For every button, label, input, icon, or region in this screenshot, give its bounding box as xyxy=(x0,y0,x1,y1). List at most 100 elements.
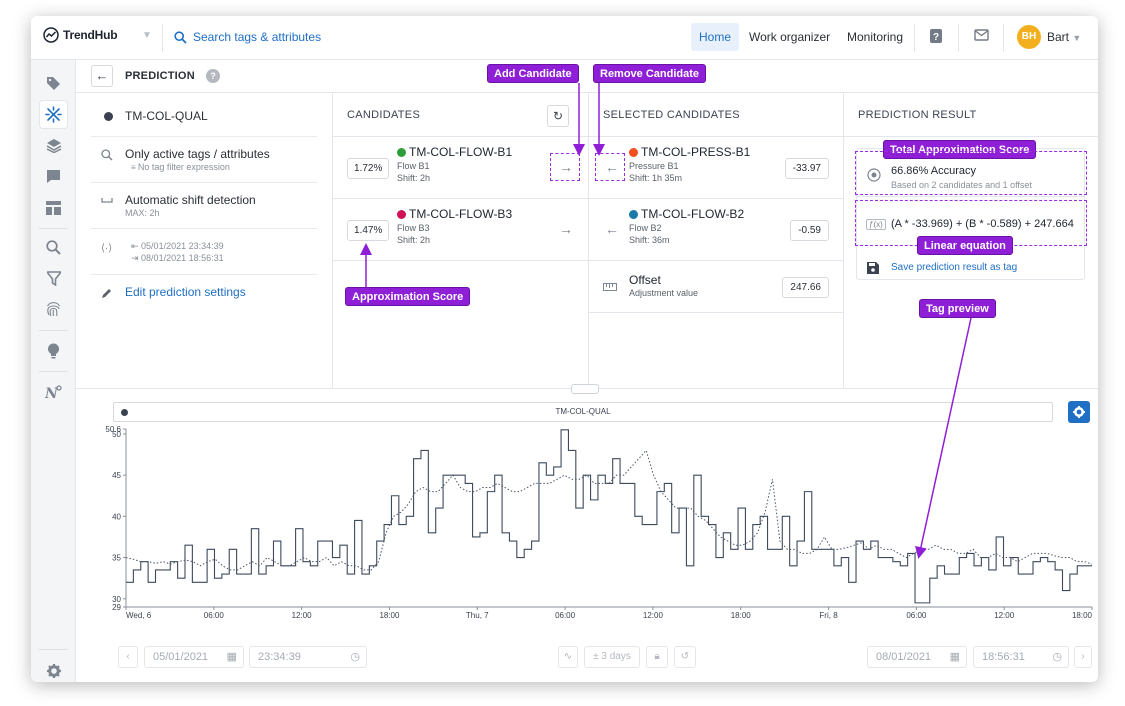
prediction-result-panel: PREDICTION RESULT 66.86% Accuracy Based … xyxy=(843,93,1098,388)
chart-type-button[interactable]: ∿ xyxy=(558,646,578,668)
refresh-button[interactable]: ↻ xyxy=(547,105,569,127)
time-span-button[interactable]: ± 3 days xyxy=(584,646,640,668)
filter-expression: ≡ No tag filter expression xyxy=(131,162,230,172)
prediction-icon xyxy=(45,106,62,123)
selected-candidates-title: SELECTED CANDIDATES xyxy=(603,109,740,121)
end-time-input[interactable]: 18:56:31 ◷ xyxy=(973,646,1069,668)
start-date-input[interactable]: 05/01/2021 ▦ xyxy=(144,646,244,668)
mail-icon[interactable] xyxy=(974,28,989,42)
user-menu[interactable]: Bart ▼ xyxy=(1047,30,1081,44)
selected-description: Flow B2 xyxy=(629,223,662,233)
prediction-settings-panel: TM-COL-QUAL Only active tags / attribute… xyxy=(76,93,332,388)
target-tag-row[interactable]: TM-COL-QUAL xyxy=(91,93,317,137)
coefficient-input[interactable]: -0.59 xyxy=(790,220,829,241)
candidates-title: CANDIDATES xyxy=(347,109,421,121)
sidebar-item-fingerprint[interactable] xyxy=(40,296,67,323)
approximation-score: 1.47% xyxy=(347,220,390,241)
range-start: ⇤ 05/01/2021 23:34:39 xyxy=(131,241,224,252)
chevron-down-icon[interactable]: ▼ xyxy=(142,30,152,41)
help-icon[interactable]: ? xyxy=(206,69,220,83)
candidate-row[interactable]: 1.72% TM-COL-FLOW-B1 Flow B1 Shift: 2h → xyxy=(333,137,588,199)
help-icon[interactable]: ? xyxy=(929,28,943,44)
sidebar-item-filter[interactable] xyxy=(40,265,67,292)
filter-expression-text: No tag filter expression xyxy=(137,162,230,172)
filter-icon: ≡ xyxy=(131,163,138,172)
tag-color-dot xyxy=(397,148,406,157)
chevron-down-icon: ▼ xyxy=(1072,33,1082,43)
save-result-link[interactable]: Save prediction result as tag xyxy=(891,262,1018,273)
chart-tag-name: TM-COL-QUAL xyxy=(555,407,611,416)
nav-monitoring[interactable]: Monitoring xyxy=(847,30,904,44)
candidates-header: CANDIDATES ↻ xyxy=(333,93,588,137)
time-span-value: ± 3 days xyxy=(593,651,631,662)
sidebar-item-ideas[interactable] xyxy=(40,337,67,364)
start-time-input[interactable]: 23:34:39 ◷ xyxy=(249,646,367,668)
offset-input[interactable]: 247.66 xyxy=(782,277,829,298)
nav-work-organizer[interactable]: Work organizer xyxy=(749,30,831,44)
prediction-result-title: PREDICTION RESULT xyxy=(858,109,977,121)
search-bar[interactable]: Search tags & attributes xyxy=(174,30,321,44)
end-date-input[interactable]: 08/01/2021 ▦ xyxy=(867,646,967,668)
sidebar-item-prediction[interactable] xyxy=(40,101,67,128)
coefficient-input[interactable]: -33.97 xyxy=(784,158,829,179)
filter-icon xyxy=(46,271,61,286)
arrow-left-icon: ← xyxy=(95,68,109,83)
dashboard-icon xyxy=(46,200,61,215)
remove-candidate-button[interactable]: ← xyxy=(605,159,619,175)
sidebar-item-analysis[interactable]: N xyxy=(40,378,67,405)
range-start-text: 05/01/2021 23:34:39 xyxy=(141,241,224,251)
offset-description: Adjustment value xyxy=(629,288,699,298)
user-name: Bart xyxy=(1047,30,1070,44)
selected-candidates-header: SELECTED CANDIDATES xyxy=(589,93,843,137)
sidebar-item-layers[interactable] xyxy=(40,132,67,159)
nav-home[interactable]: Home xyxy=(691,23,740,51)
sidebar-item-comments[interactable] xyxy=(40,163,67,190)
y-tick-label: 50 xyxy=(112,430,121,439)
search-icon xyxy=(46,240,61,255)
candidate-shift: Shift: 2h xyxy=(397,173,431,183)
page-header: ← PREDICTION ? xyxy=(76,60,1098,93)
next-range-button[interactable]: › xyxy=(1074,646,1092,668)
add-candidate-button[interactable]: → xyxy=(559,221,573,237)
resize-handle[interactable] xyxy=(571,384,599,394)
remove-candidate-button[interactable]: ← xyxy=(605,221,619,237)
chart-header: TM-COL-QUAL xyxy=(113,402,1053,422)
avatar[interactable]: BH xyxy=(1017,25,1041,49)
start-time-value: 23:34:39 xyxy=(258,651,301,663)
wave-icon: ∿ xyxy=(563,651,573,662)
history-button[interactable]: ↺ xyxy=(674,646,696,668)
candidate-tag-name: TM-COL-FLOW-B1 xyxy=(409,145,513,159)
candidate-shift: Shift: 2h xyxy=(397,235,431,245)
tag-filter-row[interactable]: Only active tags / attributes ≡ No tag f… xyxy=(91,137,317,183)
x-tick-label: 12:00 xyxy=(643,611,664,620)
trendhub-logo[interactable]: TrendHub xyxy=(43,27,118,43)
selected-description: Pressure B1 xyxy=(629,161,679,171)
edit-settings-link[interactable]: Edit prediction settings xyxy=(91,275,317,311)
sidebar-item-tags[interactable] xyxy=(40,70,67,97)
callout-linear-equation: Linear equation xyxy=(917,236,1013,255)
divider xyxy=(914,24,915,52)
series-dotted-line xyxy=(125,449,1093,571)
clock-icon: ◷ xyxy=(1052,651,1062,663)
back-button[interactable]: ← xyxy=(91,65,113,87)
sidebar-item-settings[interactable] xyxy=(40,657,67,682)
y-tick-label: 40 xyxy=(112,512,121,521)
previous-range-button[interactable]: ‹ xyxy=(118,646,138,668)
x-tick-label: 06:00 xyxy=(906,611,927,620)
target-tag-name: TM-COL-QUAL xyxy=(125,109,208,123)
time-range-row[interactable]: ⟨·⟩ ⇤ 05/01/2021 23:34:39 ⇥ 08/01/2021 1… xyxy=(91,229,317,275)
lock-button[interactable]: 🔒︎ xyxy=(646,646,668,668)
selected-candidate-row[interactable]: ← TM-COL-PRESS-B1 Pressure B1 Shift: 1h … xyxy=(589,137,843,199)
chart-settings-button[interactable] xyxy=(1068,401,1090,423)
shift-detection-row[interactable]: Automatic shift detection MAX: 2h xyxy=(91,183,317,229)
offset-label: Offset xyxy=(629,273,661,287)
x-tick-label: Wed, 6 xyxy=(126,611,152,620)
add-candidate-button[interactable]: → xyxy=(559,159,573,175)
approximation-score: 1.72% xyxy=(347,158,390,179)
divider xyxy=(39,371,68,372)
sidebar-item-search[interactable] xyxy=(40,234,67,261)
tag-color-dot xyxy=(121,409,128,416)
candidate-row[interactable]: 1.47% TM-COL-FLOW-B3 Flow B3 Shift: 2h → xyxy=(333,199,588,261)
sidebar-item-dashboard[interactable] xyxy=(40,194,67,221)
selected-candidate-row[interactable]: ← TM-COL-FLOW-B2 Flow B2 Shift: 36m -0.5… xyxy=(589,199,843,261)
